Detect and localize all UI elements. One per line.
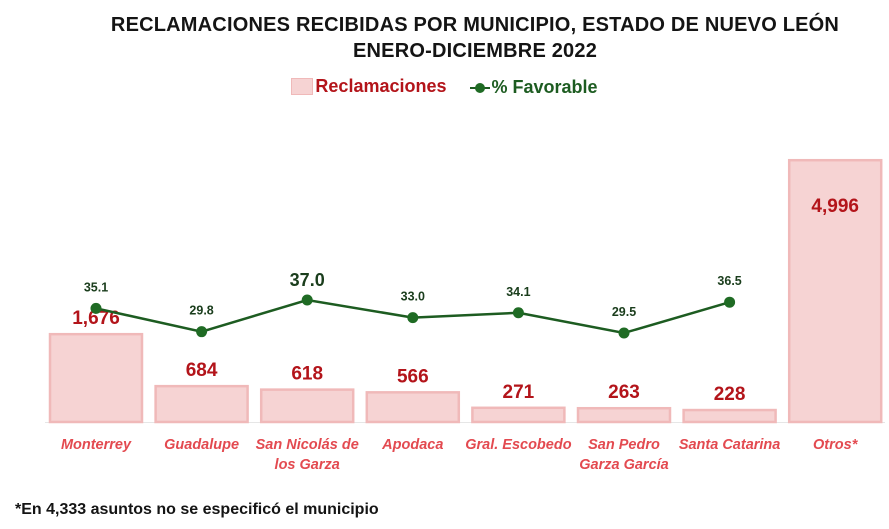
bar	[682, 408, 777, 424]
category-label: los Garza	[275, 457, 340, 473]
favorable-point	[512, 307, 524, 319]
bar-value-label: 1,676	[72, 308, 120, 329]
legend-bar-swatch	[291, 78, 314, 95]
favorable-point	[407, 312, 419, 324]
category-label: Guadalupe	[164, 437, 239, 453]
favorable-value-label: 29.8	[189, 304, 213, 318]
bar-value-label: 618	[291, 364, 323, 385]
favorable-point	[196, 326, 208, 338]
footnote: *En 4,333 asuntos no se especificó el mu…	[15, 501, 379, 518]
favorable-value-label: 36.5	[717, 274, 741, 288]
category-label: Santa Catarina	[679, 437, 781, 453]
legend-line-swatch	[469, 80, 490, 95]
category-label: Monterrey	[61, 437, 132, 453]
bar-value-label: 263	[608, 382, 640, 403]
chart-legend: Reclamaciones % Favorable	[0, 76, 889, 100]
chart-title-line-2: ENERO-DICIEMBRE 2022	[352, 40, 598, 62]
favorable-point	[301, 294, 313, 306]
bar	[787, 158, 883, 424]
category-label: San Pedro	[588, 437, 660, 453]
legend-item-favorable: % Favorable	[469, 77, 598, 98]
bar-value-label: 566	[397, 366, 429, 387]
category-label: Apodaca	[381, 437, 443, 453]
favorable-value-label: 37.0	[290, 270, 325, 290]
favorable-point	[618, 327, 630, 339]
bar	[576, 406, 672, 424]
legend-label-favorable: % Favorable	[491, 77, 598, 97]
bar-value-label: 271	[503, 382, 535, 403]
bar	[48, 332, 144, 424]
bar	[259, 388, 355, 424]
bar	[471, 406, 566, 424]
legend-item-reclamaciones: Reclamaciones	[291, 76, 447, 97]
favorable-value-label: 33.0	[401, 290, 425, 304]
chart-title-line-1: RECLAMACIONES RECIBIDAS POR MUNICIPIO, E…	[110, 14, 840, 36]
bar	[154, 384, 249, 424]
favorable-value-label: 29.5	[612, 305, 636, 319]
favorable-value-label: 35.1	[84, 280, 108, 294]
favorable-point	[90, 302, 102, 314]
bar	[365, 391, 461, 424]
category-label: Garza García	[579, 457, 668, 473]
bar-value-label: 684	[186, 360, 218, 381]
category-label: San Nicolás de	[256, 437, 359, 453]
bar-value-label: 228	[714, 384, 746, 405]
favorable-value-label: 34.1	[506, 285, 530, 299]
category-label: Otros*	[813, 437, 859, 453]
legend-label-reclamaciones: Reclamaciones	[315, 76, 447, 96]
favorable-point	[724, 296, 736, 308]
bar-value-label: 4,996	[811, 196, 859, 217]
category-label: Gral. Escobedo	[465, 437, 572, 453]
